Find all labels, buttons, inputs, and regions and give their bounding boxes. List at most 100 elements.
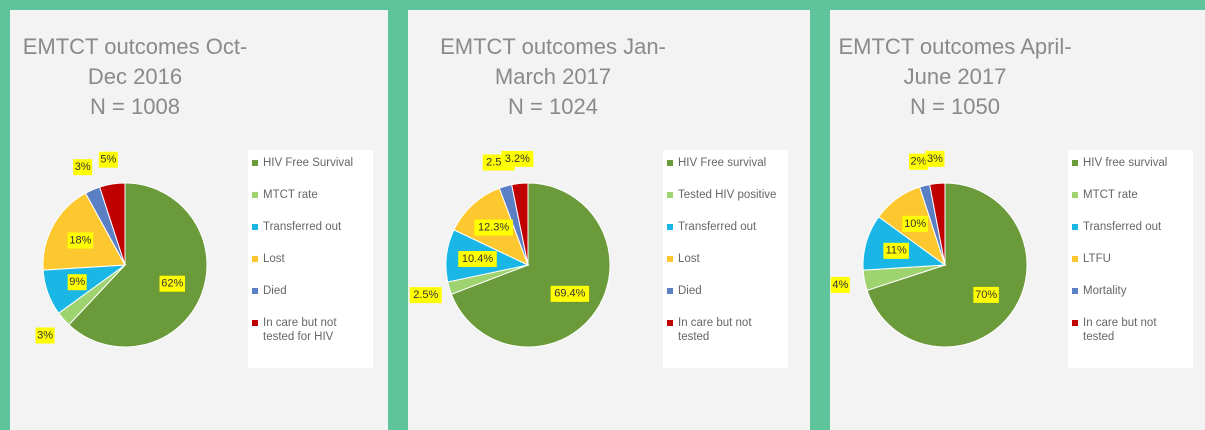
legend-label: MTCT rate (1083, 189, 1138, 201)
legend-item: Died (667, 284, 784, 298)
legend-swatch (1072, 288, 1078, 294)
chart-panel: EMTCT outcomes Jan-March 2017 N = 1024 69.… (408, 10, 810, 430)
data-label-box (35, 327, 55, 344)
legend-item: HIV Free Survival (252, 156, 369, 170)
data-label: 4% (832, 279, 848, 291)
data-label-box (925, 150, 945, 167)
legend-swatch (252, 192, 258, 198)
chart-title-box: EMTCT outcomes Oct-Dec 2016 N = 1008 (10, 32, 260, 122)
legend-label: HIV free survival (1083, 157, 1168, 169)
legend-label: Died (678, 285, 702, 297)
pie-slice (68, 182, 208, 348)
legend-item: Transferred out (667, 220, 784, 234)
chart-subtitle: N = 1050 (910, 94, 1000, 119)
data-label-box (458, 251, 497, 268)
legend: HIV Free Survival MTCT rate Transferred ou… (248, 150, 373, 368)
pie-slice (511, 182, 529, 266)
data-label-box (73, 159, 93, 176)
legend: HIV free survival MTCT rate Transferred ou… (1068, 150, 1193, 368)
data-label: 3% (37, 329, 53, 341)
legend-label: Died (263, 285, 287, 297)
legend-swatch (667, 288, 673, 294)
pie-chart: 62% 3% 9% 18% 3% 5% (35, 151, 208, 348)
legend-label: In care but not tested (678, 317, 752, 343)
legend-item: MTCT rate (1072, 188, 1189, 202)
data-label: 10% (904, 218, 926, 230)
legend-item: Tested HIV positive (667, 188, 784, 202)
data-label: 2% (911, 156, 927, 168)
data-label-box (830, 276, 850, 293)
data-label: 5% (100, 154, 116, 166)
data-label: 3.2% (505, 153, 530, 165)
legend-item: Lost (252, 252, 369, 266)
data-label: 11% (886, 245, 907, 257)
legend-item: In care but not tested (667, 316, 784, 344)
data-label: 12.3% (478, 221, 509, 233)
legend-label: Tested HIV positive (678, 189, 777, 201)
pie-slice (929, 182, 946, 266)
pie-slice (42, 192, 126, 271)
legend-label: HIV Free Survival (263, 157, 354, 169)
legend-item: HIV Free survival (667, 156, 784, 170)
legend-label: Transferred out (263, 221, 342, 233)
data-label: 9% (69, 276, 85, 288)
data-label-box (908, 153, 928, 170)
data-label-box (474, 219, 513, 236)
legend-item: Transferred out (1072, 220, 1189, 234)
legend-label: LTFU (1083, 253, 1111, 265)
legend-swatch (667, 320, 673, 326)
legend-item: Transferred out (252, 220, 369, 234)
legend-label: In care but not tested (1083, 317, 1157, 343)
legend-item: Mortality (1072, 284, 1189, 298)
legend-swatch (252, 320, 258, 326)
pie-slice (99, 182, 126, 266)
data-label-box (98, 151, 118, 168)
data-label: 62% (161, 278, 183, 290)
legend-swatch (667, 256, 673, 262)
chart-subtitle: N = 1024 (508, 94, 598, 119)
data-label: 2.5% (413, 289, 438, 301)
legend-item: In care but not tested (1072, 316, 1189, 344)
data-label: 3% (927, 153, 943, 165)
chart-title: EMTCT outcomes Oct-Dec 2016 (22, 34, 248, 89)
legend-label: Mortality (1083, 285, 1127, 297)
data-label-box (973, 286, 999, 303)
legend-swatch (1072, 224, 1078, 230)
data-label-box (67, 232, 94, 249)
data-label-box (67, 274, 87, 291)
legend-swatch (667, 224, 673, 230)
legend-label: Lost (263, 253, 285, 265)
legend-swatch (252, 256, 258, 262)
legend-swatch (252, 160, 258, 166)
legend-label: In care but not tested for HIV (263, 317, 337, 343)
legend-swatch (252, 288, 258, 294)
data-label-box (550, 285, 590, 302)
data-label-box (902, 215, 928, 232)
data-label-box (883, 242, 909, 259)
legend-swatch (1072, 320, 1078, 326)
data-label: 70% (975, 289, 997, 301)
legend-swatch (1072, 160, 1078, 166)
pie-slice (450, 182, 611, 348)
legend-item: MTCT rate (252, 188, 369, 202)
data-label-box (501, 150, 534, 167)
chart-title: EMTCT outcomes Jan-March 2017 (440, 34, 666, 89)
legend-item: Died (252, 284, 369, 298)
pie-chart: 69.4%2.5%10.4%12.3%2.5%3.2% (409, 150, 611, 348)
legend-swatch (667, 160, 673, 166)
pie-chart: 70% 4% 11% 10% 2% 3% (830, 150, 1028, 348)
legend-label: Transferred out (678, 221, 757, 233)
legend-item: LTFU (1072, 252, 1189, 266)
chart-title: EMTCT outcomes April-June 2017 (838, 34, 1072, 89)
data-label: 10.4% (462, 253, 493, 265)
data-label: 69.4% (554, 288, 585, 300)
legend-label: Transferred out (1083, 221, 1162, 233)
legend-swatch (252, 224, 258, 230)
data-label-box (159, 275, 186, 292)
legend-label: MTCT rate (263, 189, 318, 201)
chart-title-box: EMTCT outcomes April-June 2017 N = 1050 (830, 32, 1080, 122)
pie-slice (866, 182, 1028, 348)
chart-panel: EMTCT outcomes April-June 2017 N = 1050 70… (830, 10, 1205, 430)
legend: HIV Free survival Tested HIV positive Tran… (663, 150, 788, 368)
